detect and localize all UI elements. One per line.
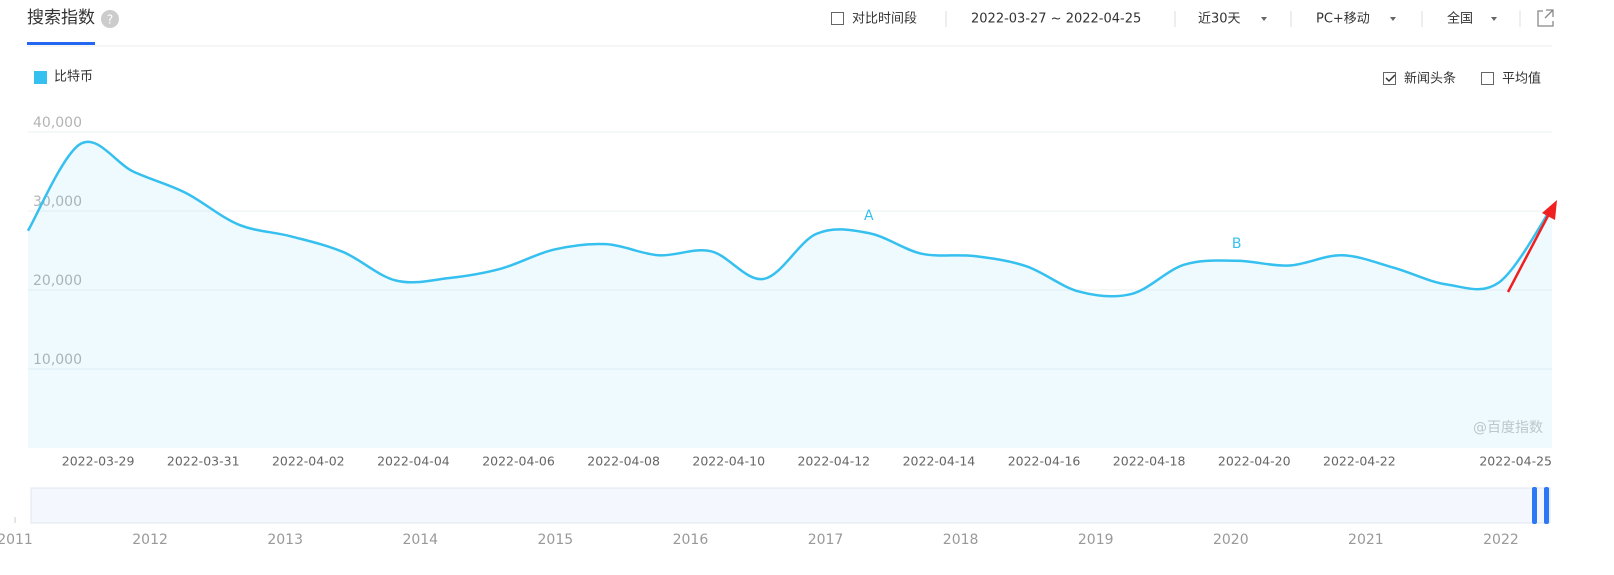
annotation: A [864, 208, 874, 224]
overview-tick-label: 2015 [538, 532, 574, 548]
x-tick-label: 2022-04-18 [1113, 454, 1186, 469]
red-arrow [1506, 211, 1552, 293]
checkbox[interactable] [1481, 72, 1494, 85]
device-select[interactable]: PC+移动 [1316, 12, 1370, 27]
overview-tick-label: 2021 [1348, 532, 1384, 548]
y-tick-label: 10,000 [33, 352, 82, 368]
checkbox[interactable] [831, 12, 844, 25]
range-handle[interactable] [1544, 487, 1549, 524]
x-tick-label: 2022-04-14 [903, 454, 976, 469]
x-tick-label: 2022-04-08 [587, 454, 660, 469]
share-icon[interactable] [1537, 9, 1554, 27]
overview-tick-label: 2016 [673, 532, 709, 548]
separators [945, 11, 1521, 27]
x-tick-label: 2022-04-16 [1008, 454, 1081, 469]
y-tick-label: 40,000 [33, 115, 82, 131]
x-tick-label: 2022-04-25 [1479, 454, 1552, 469]
x-tick-label: 2022-04-20 [1218, 454, 1291, 469]
x-tick-label: 2022-04-22 [1323, 454, 1396, 469]
checkmark [1385, 74, 1396, 83]
option-label[interactable]: 平均值 [1502, 71, 1541, 87]
overview-tick-label: 2017 [808, 532, 844, 548]
x-tick-label: 2022-04-04 [377, 454, 450, 469]
overview-tick-label: 2014 [402, 532, 438, 548]
overview-tick-label: 2013 [267, 532, 303, 548]
area [28, 141, 1552, 448]
tab-underline [27, 42, 95, 45]
period-select[interactable]: 近30天 [1198, 12, 1241, 27]
y-tick-label: 20,000 [33, 273, 82, 289]
overview-box[interactable] [30, 487, 1551, 524]
overview-tick-label: 2012 [132, 532, 168, 548]
overview-tick-label: 2020 [1213, 532, 1249, 548]
x-tick-label: 2022-03-29 [62, 454, 135, 469]
x-tick-label: 2022-04-12 [797, 454, 870, 469]
region-select[interactable]: 全国 [1447, 11, 1473, 27]
red-arrow-head [1542, 200, 1557, 220]
line [26, 140, 1554, 298]
legend-swatch [34, 71, 47, 84]
x-tick-label: 2022-03-31 [167, 454, 240, 469]
annotation: B [1232, 236, 1242, 252]
x-tick-label: 2022-04-10 [692, 454, 765, 469]
x-tick-label: 2022-04-02 [272, 454, 345, 469]
range-handle[interactable] [1532, 487, 1537, 524]
caret [1491, 17, 1497, 21]
overview-tick-label: 2022 [1483, 532, 1519, 548]
checkbox[interactable] [1383, 72, 1396, 85]
legend-label[interactable]: 比特币 [54, 70, 93, 85]
option-label[interactable]: 新闻头条 [1404, 71, 1456, 87]
watermark: @百度指数 [1473, 420, 1543, 436]
help-icon[interactable] [101, 10, 119, 28]
caret [1261, 17, 1267, 21]
compare-label[interactable]: 对比时间段 [852, 12, 917, 27]
date-range[interactable]: 2022-03-27 ~ 2022-04-25 [971, 12, 1141, 27]
help-text: ? [107, 13, 113, 27]
overview-tick-label: 2011 [0, 532, 33, 548]
overview-tick-label: 2018 [943, 532, 979, 548]
tab[interactable]: 搜索指数 [27, 8, 95, 28]
caret [1390, 17, 1396, 21]
overview-tick-label: 2019 [1078, 532, 1114, 548]
x-tick-label: 2022-04-06 [482, 454, 555, 469]
